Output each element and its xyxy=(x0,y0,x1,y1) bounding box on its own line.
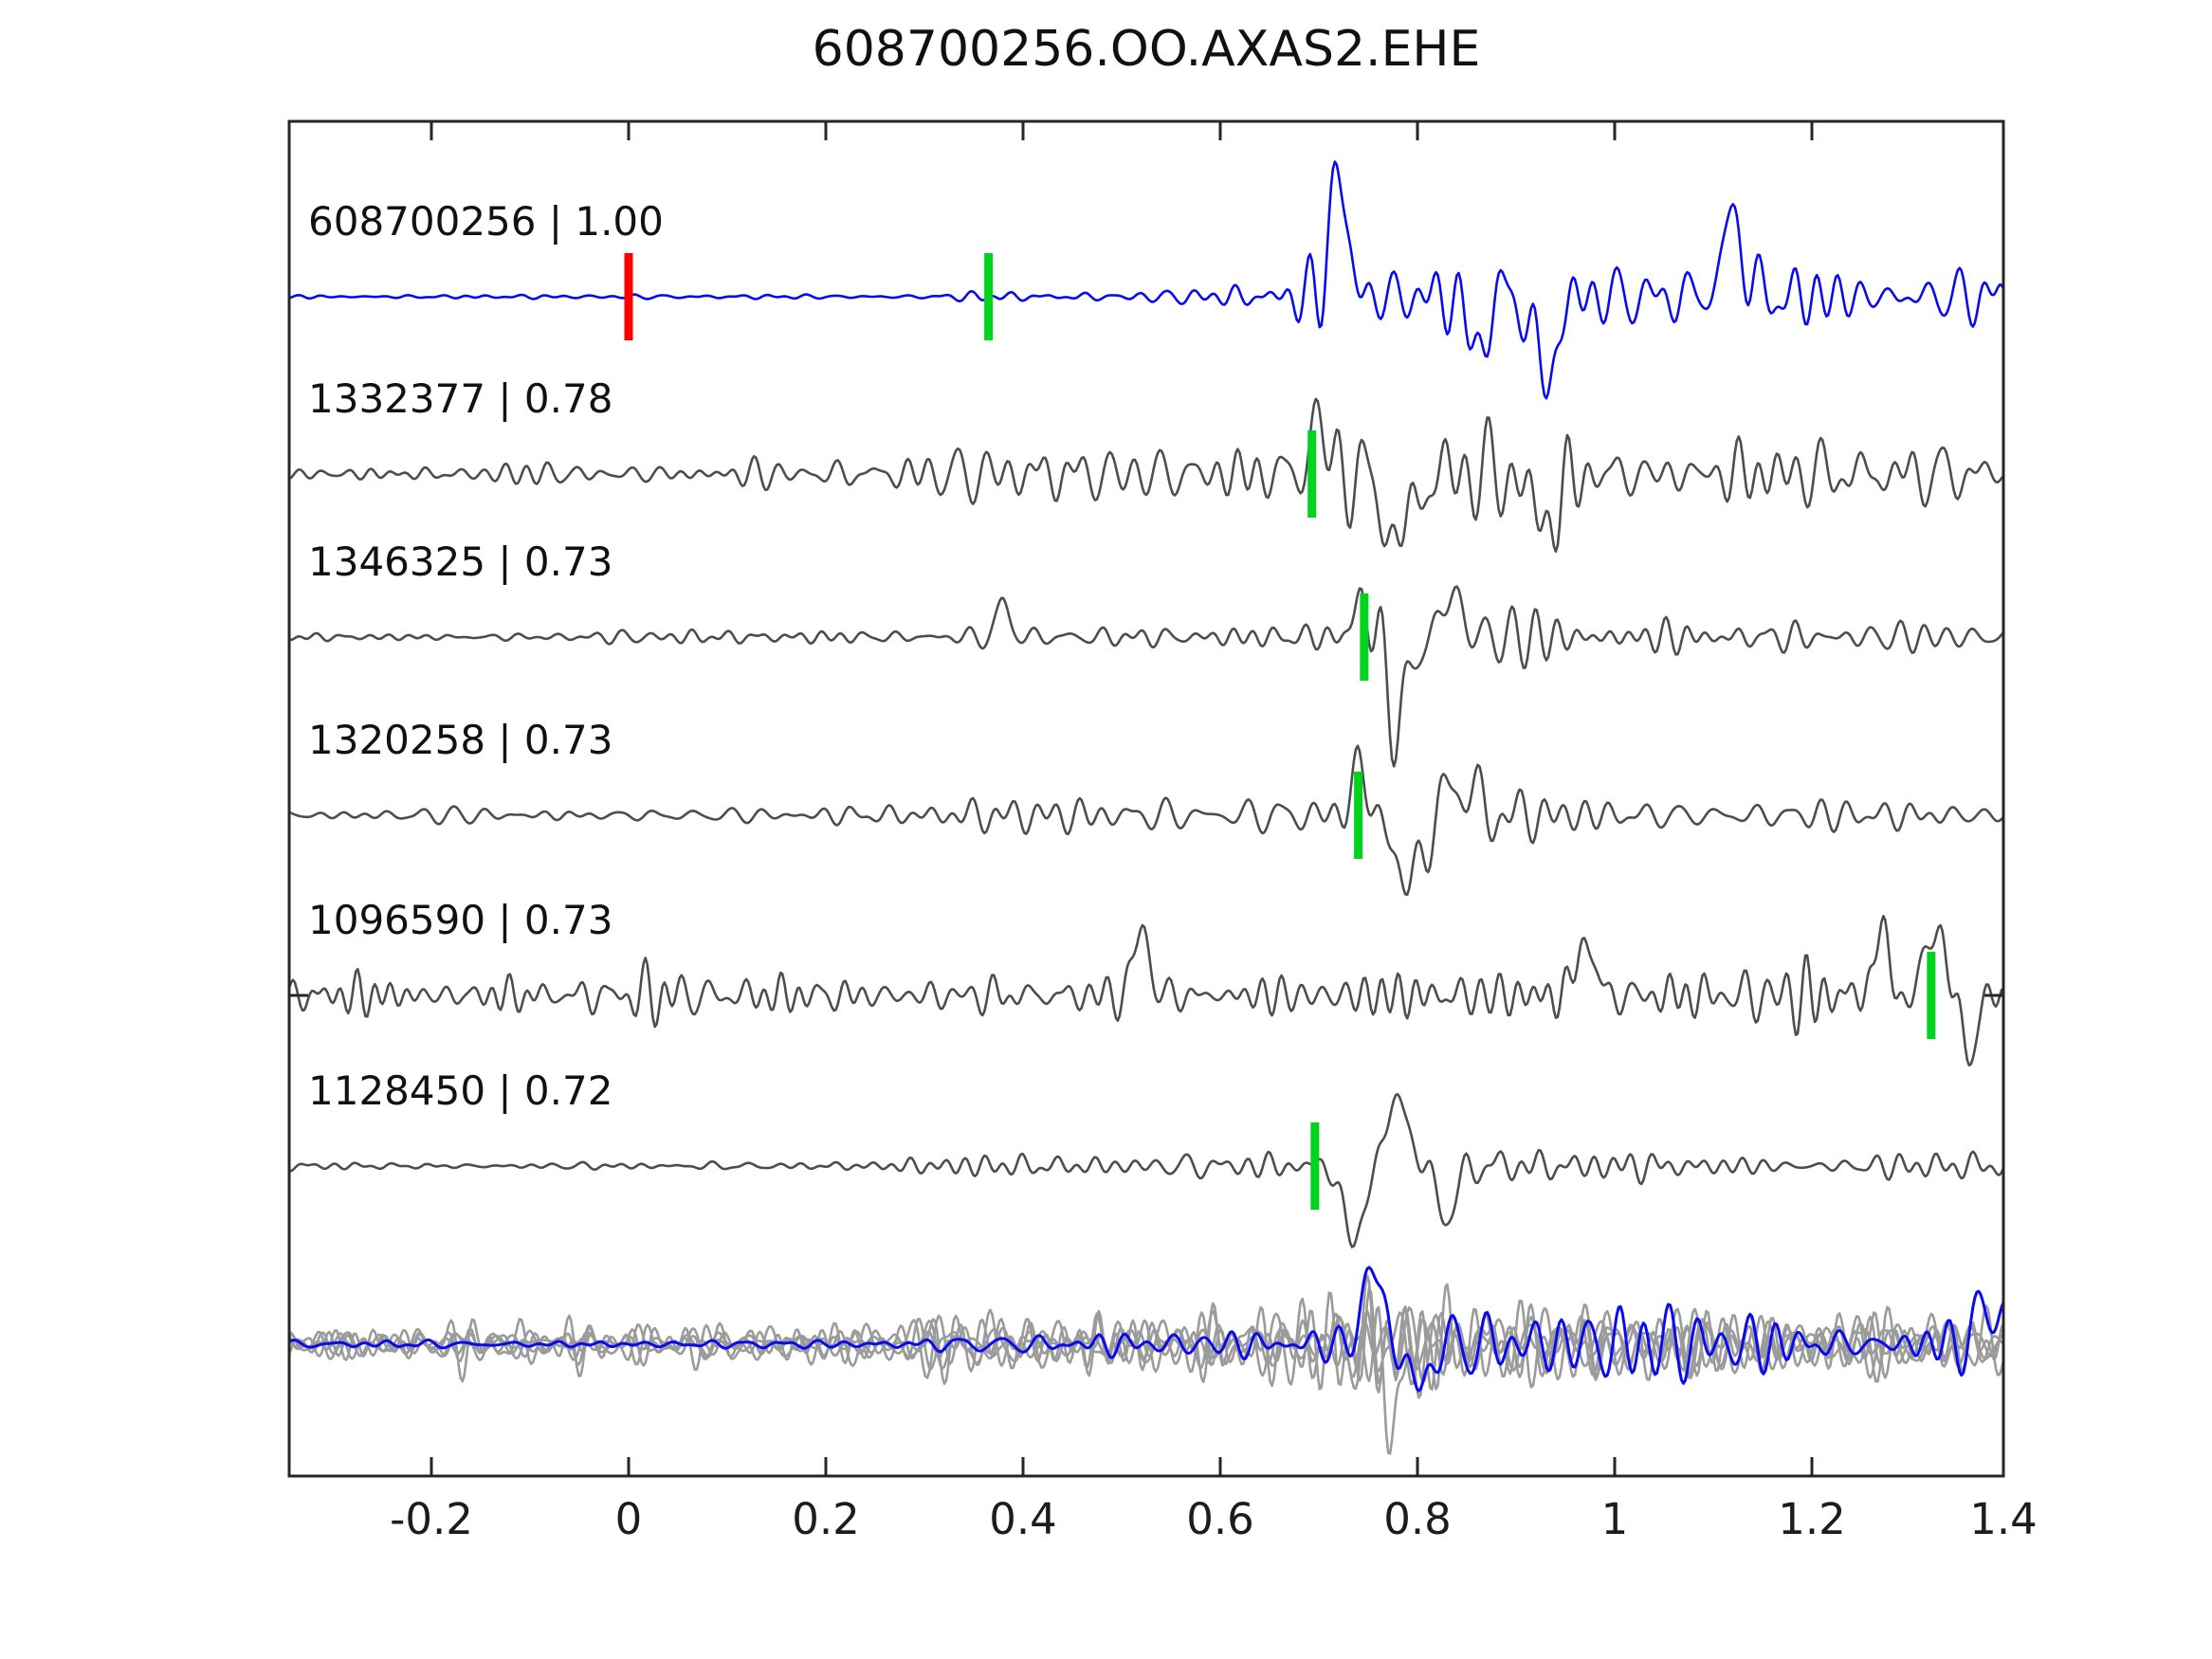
x-tick-label: 1.4 xyxy=(1969,1494,2038,1544)
trace-label-template-2: 1346325 | 0.73 xyxy=(308,538,613,585)
template-waveform-1096590 xyxy=(289,914,2003,1066)
query-waveform-608700256 xyxy=(289,160,2003,400)
x-tick-label: 0.4 xyxy=(989,1494,1057,1544)
plot-area xyxy=(289,160,2003,1455)
x-tick-label: 0.6 xyxy=(1186,1494,1254,1544)
template-waveform-1346325 xyxy=(289,585,2003,768)
overlay-template-waveform xyxy=(289,1274,2003,1394)
trace-label-query: 608700256 | 1.00 xyxy=(308,198,664,245)
figure-title: 608700256.OO.AXAS2.EHE xyxy=(812,21,1481,78)
template-waveform-1332377 xyxy=(289,397,2003,554)
overlay-query-waveform xyxy=(289,1266,2003,1393)
x-tick-label: 0 xyxy=(614,1494,643,1544)
x-tick-label: 0.2 xyxy=(792,1494,860,1544)
trace-label-template-3: 1320258 | 0.73 xyxy=(308,717,613,763)
x-tick-label: 1.2 xyxy=(1778,1494,1846,1544)
trace-label-template-1: 1332377 | 0.78 xyxy=(308,375,613,422)
trace-label-template-4: 1096590 | 0.73 xyxy=(308,897,613,943)
template-waveform-1128450 xyxy=(289,1093,2003,1249)
x-tick-label: -0.2 xyxy=(390,1494,473,1544)
template-waveform-1320258 xyxy=(289,744,2003,897)
axes-box xyxy=(287,119,2005,1478)
x-tick-label: 1 xyxy=(1600,1494,1629,1544)
overlay-template-waveform xyxy=(289,1283,2003,1455)
trace-label-template-5: 1128450 | 0.72 xyxy=(308,1067,613,1114)
x-tick-label: 0.8 xyxy=(1383,1494,1452,1544)
